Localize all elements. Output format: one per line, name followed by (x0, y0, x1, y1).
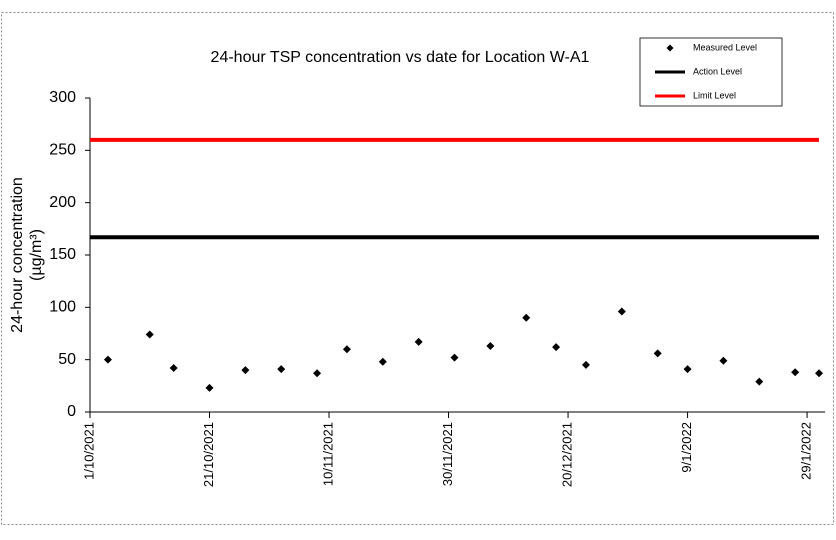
data-point (486, 342, 495, 351)
legend-label: Measured Level (693, 42, 757, 52)
data-point (241, 366, 250, 375)
y-tick-label: 250 (49, 142, 76, 159)
data-point (145, 330, 154, 339)
x-tick-label: 30/11/2021 (440, 422, 455, 486)
data-point (791, 368, 800, 377)
legend-label: Action Level (693, 66, 742, 76)
data-point (342, 345, 351, 354)
x-tick-label: 1/10/2021 (81, 422, 96, 480)
y-axis-title: 24-hour concentration (µg/m³) (9, 177, 45, 333)
data-point (169, 364, 178, 373)
y-tick-label: 300 (49, 89, 76, 106)
legend-swatch (666, 44, 674, 52)
y-label-line: 24-hour concentration (9, 177, 26, 333)
data-point (683, 365, 692, 374)
data-point (719, 356, 728, 365)
x-tick-label: 29/1/2022 (799, 422, 814, 480)
data-point (581, 360, 590, 369)
y-tick-label: 100 (49, 299, 76, 316)
data-point (205, 383, 214, 392)
data-point (522, 313, 531, 322)
data-point (755, 377, 764, 386)
data-point (414, 337, 423, 346)
data-point (313, 369, 322, 378)
data-point (815, 369, 824, 378)
y-tick-label: 0 (67, 403, 76, 420)
x-tick-label: 21/10/2021 (201, 422, 216, 487)
y-label-line: (µg/m³) (28, 229, 45, 281)
y-tick-label: 150 (49, 246, 76, 263)
data-point (552, 343, 561, 352)
frame (1, 12, 834, 525)
data-point (103, 355, 112, 364)
x-tick-label: 9/1/2022 (679, 422, 694, 473)
y-tick-label: 200 (49, 194, 76, 211)
data-point (617, 307, 626, 316)
data-point (378, 357, 387, 366)
data-point (277, 365, 286, 374)
chart-title: 24-hour TSP concentration vs date for Lo… (211, 49, 590, 66)
y-tick-label: 50 (58, 351, 76, 368)
x-tick-label: 10/11/2021 (320, 422, 335, 486)
data-point (653, 349, 662, 358)
x-tick-label: 20/12/2021 (559, 422, 574, 487)
legend-label: Limit Level (693, 90, 736, 100)
data-point (450, 353, 459, 362)
